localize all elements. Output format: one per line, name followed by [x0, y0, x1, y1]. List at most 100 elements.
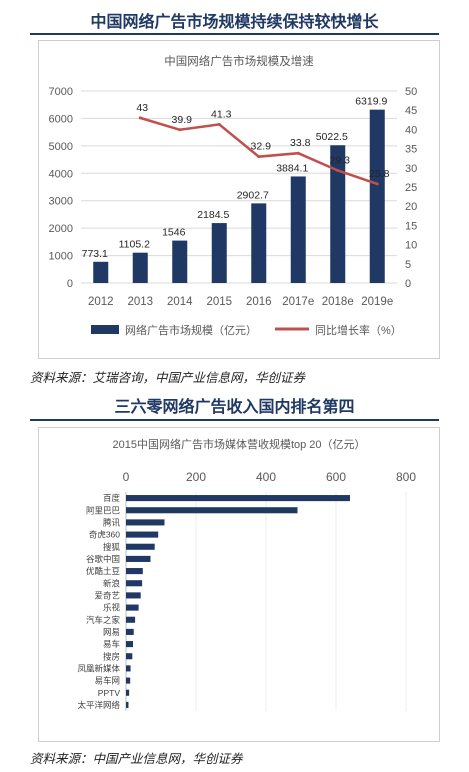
- chart2-bar: [126, 580, 143, 587]
- chart1-category-label: 2019e: [361, 296, 393, 308]
- chart1-bar-label: 5022.5: [316, 131, 348, 143]
- chart1-right-tick-label: 30: [405, 163, 417, 175]
- chart1-right-tick-label: 15: [405, 220, 417, 232]
- chart1-growth-label: 41.3: [211, 108, 232, 120]
- chart2-category-label: 优酷土豆: [86, 566, 120, 576]
- chart1-left-tick-label: 5000: [49, 141, 73, 153]
- chart2-category-label: 乐视: [103, 603, 121, 613]
- chart2-bar: [126, 701, 129, 708]
- chart1-growth-point: [178, 128, 182, 132]
- chart1-left-tick-label: 1000: [49, 251, 73, 263]
- chart1-growth-label: 32.9: [251, 141, 272, 153]
- chart2-bar: [126, 604, 139, 611]
- chart1-bar: [369, 109, 385, 283]
- chart2-bar: [126, 507, 298, 514]
- chart1-right-tick-label: 5: [405, 259, 411, 271]
- chart2-bar: [126, 689, 130, 696]
- chart2-bar: [126, 555, 151, 562]
- chart2-category-label: 汽车之家: [86, 615, 121, 625]
- chart1-growth-point: [217, 122, 221, 126]
- chart1-bar-label: 3884.1: [276, 162, 308, 174]
- chart1-bar-label: 1546: [162, 227, 186, 239]
- chart1-bar-label: 773.1: [82, 248, 108, 260]
- chart2-tick-label: 600: [326, 470, 346, 484]
- chart2-bar: [126, 616, 136, 623]
- chart1-legend-label-bars: 网络广告市场规模（亿元）: [125, 323, 257, 337]
- chart2-bar: [126, 665, 131, 672]
- chart1-growth-label: 29.3: [330, 154, 351, 166]
- chart1-bar: [290, 176, 306, 283]
- chart1-category-label: 2013: [127, 296, 153, 308]
- chart2-category-label: 搜狐: [103, 542, 121, 552]
- chart1-growth-point: [257, 155, 261, 159]
- chart2-bar: [126, 495, 350, 502]
- chart2-tick-label: 400: [256, 470, 276, 484]
- section2-heading: 三六零网络广告收入国内排名第四: [114, 397, 355, 416]
- chart2-category-label: 腾讯: [103, 517, 121, 527]
- chart2-bar: [126, 653, 133, 660]
- chart2-category-label: 易车: [103, 639, 120, 649]
- chart1-growth-label: 43: [136, 102, 148, 114]
- chart1-right-tick-label: 0: [405, 278, 411, 290]
- chart2-tick-label: 800: [396, 470, 416, 484]
- chart1-category-label: 2018e: [322, 296, 354, 308]
- chart1-legend-label-line: 同比增长率（%）: [315, 323, 402, 337]
- chart2-category-label: 阿里巴巴: [86, 505, 121, 515]
- section1-heading: 中国网络广告市场规模持续保持较快增长: [90, 12, 379, 31]
- chart2-bar: [126, 677, 131, 684]
- chart2-frame: 0 200 400 600 800 百度 阿里巴巴 腾讯 奇虎360 搜狐 谷歌中国 优酷土豆 新浪 爱奇…: [38, 427, 440, 742]
- chart1-right-tick-label: 40: [405, 124, 417, 136]
- chart1-right-tick-label: 45: [405, 105, 417, 117]
- chart2-category-label: 谷歌中国: [86, 554, 120, 564]
- chart2-bar: [126, 628, 134, 635]
- chart1-bar: [211, 223, 227, 283]
- chart2-bar: [126, 531, 159, 538]
- chart2-bar: [126, 641, 133, 648]
- chart2-category-label: 爱奇艺: [94, 590, 120, 600]
- chart1-category-label: 2014: [167, 296, 193, 308]
- chart2-tick-label: 200: [186, 470, 206, 484]
- chart1-growth-label: 33.8: [290, 137, 311, 149]
- chart1-category-label: 2012: [88, 296, 114, 308]
- chart2-category-label: 百度: [103, 493, 121, 503]
- chart1-legend-swatch-bars: [91, 325, 119, 334]
- chart2-category-label: 太平洋网络: [77, 700, 120, 710]
- chart1-bar: [172, 240, 188, 283]
- chart1-growth-point: [375, 182, 379, 186]
- chart2-bar: [126, 543, 155, 550]
- chart2-category-label: 搜房: [103, 651, 120, 661]
- chart2-category-label: 网易: [103, 627, 120, 637]
- chart1-bar-label: 2902.7: [237, 189, 269, 201]
- chart1-right-tick-label: 35: [405, 144, 417, 156]
- chart1-left-tick-label: 3000: [49, 196, 73, 208]
- chart2-category-label: 奇虎360: [89, 530, 120, 540]
- chart1-right-tick-label: 20: [405, 201, 417, 213]
- chart1-right-tick-label: 50: [405, 86, 417, 98]
- chart2-bar: [126, 519, 165, 526]
- chart1-right-tick-label: 10: [405, 240, 417, 252]
- chart1-growth-label: 25.8: [369, 168, 390, 180]
- chart1-growth-point: [138, 116, 142, 120]
- section1-source: 资料来源：艾瑞咨询，中国产业信息网，华创证券: [30, 370, 306, 385]
- chart2-bar: [126, 568, 143, 575]
- chart1-left-tick-label: 0: [67, 278, 73, 290]
- chart1-category-label: 2017e: [282, 296, 314, 308]
- chart1-left-tick-label: 7000: [49, 86, 73, 98]
- chart1-growth-label: 39.9: [172, 114, 193, 126]
- chart1-left-tick-label: 2000: [49, 223, 73, 235]
- chart1-growth-point: [296, 151, 300, 155]
- chart2-tick-label: 0: [123, 470, 130, 484]
- chart1-bar: [132, 252, 148, 283]
- section1-rule: [30, 33, 439, 35]
- chart1-bar: [330, 145, 346, 283]
- chart1-right-tick-label: 25: [405, 182, 417, 194]
- chart2-bar: [126, 592, 141, 599]
- chart1-bar-label: 2184.5: [197, 209, 229, 221]
- section2-rule: [30, 419, 439, 421]
- chart1-bar: [93, 261, 109, 283]
- chart2-category-label: 凤凰新媒体: [77, 663, 120, 673]
- chart1-left-tick-label: 4000: [49, 168, 73, 180]
- chart1-category-label: 2016: [246, 296, 272, 308]
- chart1-frame: 773.1 1105.2 1546 2184.5 2902.7 3884.1 5022.5 6…: [38, 40, 440, 359]
